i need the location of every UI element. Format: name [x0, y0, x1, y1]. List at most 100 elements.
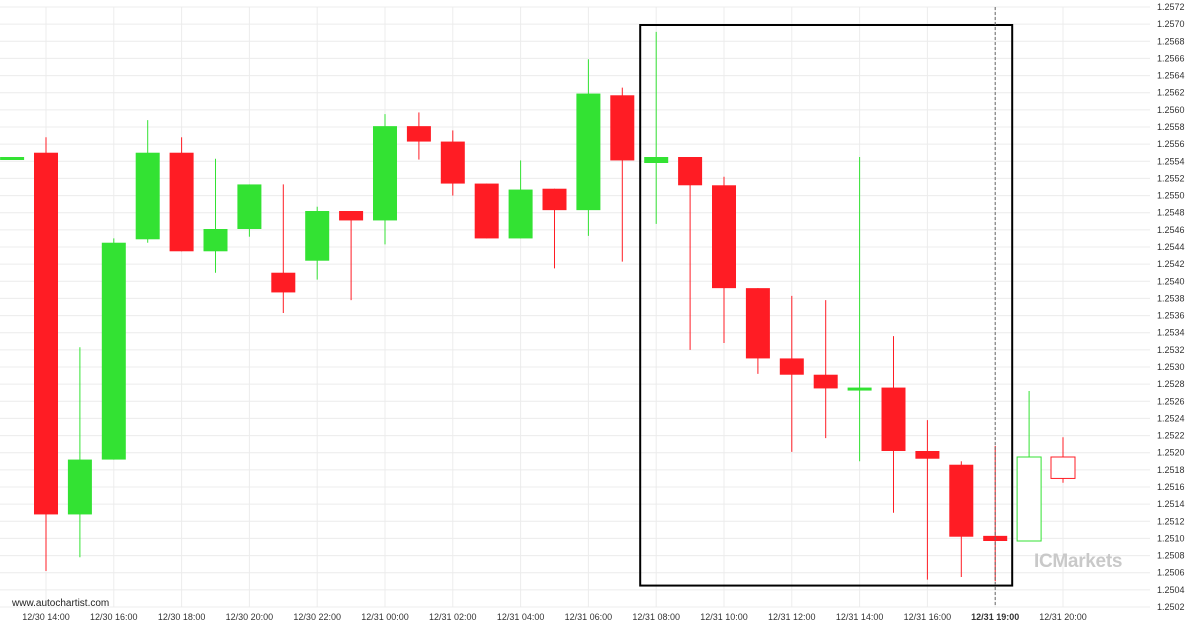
y-tick-label: 1.2540: [1157, 276, 1185, 286]
candle: [67, 347, 92, 558]
candle: [0, 157, 25, 160]
candle-body: [0, 157, 25, 160]
y-tick-label: 1.2570: [1157, 19, 1185, 29]
candle: [135, 120, 160, 243]
y-tick-label: 1.2548: [1157, 208, 1185, 218]
x-tick-label: 12/31 06:00: [565, 612, 613, 622]
candle-body: [135, 152, 160, 240]
x-tick-label: 12/30 20:00: [226, 612, 274, 622]
y-tick-label: 1.2502: [1157, 602, 1185, 612]
candle: [339, 211, 364, 301]
y-tick-label: 1.2572: [1157, 2, 1185, 12]
y-tick-label: 1.2554: [1157, 156, 1185, 166]
candle: [915, 420, 940, 580]
candles: [0, 31, 1076, 582]
candle: [779, 295, 804, 452]
candle-body: [169, 152, 194, 252]
y-tick-label: 1.2564: [1157, 71, 1185, 81]
y-tick-label: 1.2550: [1157, 191, 1185, 201]
y-tick-label: 1.2506: [1157, 568, 1185, 578]
candle-body: [271, 272, 296, 293]
x-tick-label: 12/31 02:00: [429, 612, 477, 622]
candle-body: [440, 141, 465, 184]
candle: [949, 461, 974, 577]
y-tick-label: 1.2538: [1157, 293, 1185, 303]
candle-body: [101, 242, 126, 460]
candle-body: [67, 459, 92, 515]
y-tick-label: 1.2520: [1157, 448, 1185, 458]
candle: [203, 158, 228, 273]
y-tick-label: 1.2534: [1157, 328, 1185, 338]
candle: [847, 157, 872, 462]
candle: [34, 137, 58, 571]
y-tick-label: 1.2532: [1157, 345, 1185, 355]
candle-body: [508, 189, 533, 239]
y-tick-label: 1.2514: [1157, 499, 1185, 509]
candle-body: [576, 93, 601, 211]
candle-body: [34, 152, 58, 515]
candle: [881, 336, 906, 513]
y-tick-label: 1.2562: [1157, 88, 1185, 98]
y-tick-label: 1.2518: [1157, 465, 1185, 475]
grid-lines: [0, 6, 1150, 608]
y-tick-label: 1.2536: [1157, 311, 1185, 321]
x-tick-label: 12/30 16:00: [90, 612, 138, 622]
y-tick-label: 1.2556: [1157, 139, 1185, 149]
x-tick-label: 12/31 14:00: [836, 612, 884, 622]
candle: [745, 288, 770, 374]
candle-body: [644, 157, 669, 163]
x-tick-label: 12/31 10:00: [700, 612, 748, 622]
x-tick-label: 12/31 20:00: [1039, 612, 1087, 622]
pattern-highlight-box: [639, 24, 1014, 587]
x-tick-label: 12/30 18:00: [158, 612, 206, 622]
candle: [712, 176, 736, 343]
candle: [237, 184, 262, 237]
candle: [474, 183, 499, 239]
candle: [305, 206, 330, 280]
candle-body: [949, 464, 974, 537]
candle-body: [847, 387, 872, 391]
y-tick-label: 1.2526: [1157, 396, 1185, 406]
y-tick-label: 1.2560: [1157, 105, 1185, 115]
x-tick-label: 12/30 14:00: [22, 612, 70, 622]
candle-body: [678, 157, 703, 186]
candle-body: [813, 374, 838, 389]
x-tick-label: 12/31 04:00: [497, 612, 545, 622]
candle: [1016, 391, 1042, 542]
x-tick-label: 12/30 22:00: [293, 612, 341, 622]
site-url-label: www.autochartist.com: [12, 598, 110, 609]
y-tick-label: 1.2566: [1157, 53, 1185, 63]
y-tick-label: 1.2504: [1157, 585, 1185, 595]
y-tick-label: 1.2516: [1157, 482, 1185, 492]
y-tick-label: 1.2542: [1157, 259, 1185, 269]
y-tick-label: 1.2510: [1157, 533, 1185, 543]
candle: [610, 87, 635, 262]
candle: [644, 31, 669, 224]
y-tick-label: 1.2558: [1157, 122, 1185, 132]
candle: [576, 59, 601, 236]
x-tick-label: 12/31 08:00: [632, 612, 680, 622]
candle-body: [779, 358, 804, 375]
x-tick-label: 12/31 19:00: [971, 612, 1019, 622]
y-tick-label: 1.2512: [1157, 516, 1185, 526]
candle-body: [745, 288, 770, 359]
candle: [508, 160, 533, 239]
candle-body: [203, 229, 228, 252]
candle-body: [881, 387, 906, 451]
candle-body: [1050, 456, 1076, 479]
candle: [406, 112, 431, 160]
x-axis: 12/30 14:00 12/30 16:00 12/30 18:00 12/30 2…: [22, 612, 1087, 622]
candle-body: [305, 211, 330, 261]
pattern-overlays: [639, 7, 1014, 607]
y-tick-label: 1.2544: [1157, 242, 1185, 252]
candle: [271, 184, 296, 313]
y-tick-label: 1.2568: [1157, 36, 1185, 46]
y-tick-label: 1.2522: [1157, 431, 1185, 441]
candle-body: [610, 95, 635, 161]
candle-body: [339, 211, 364, 221]
candle: [169, 137, 194, 252]
candle: [813, 300, 838, 439]
y-tick-label: 1.2508: [1157, 551, 1185, 561]
y-tick-label: 1.2546: [1157, 225, 1185, 235]
